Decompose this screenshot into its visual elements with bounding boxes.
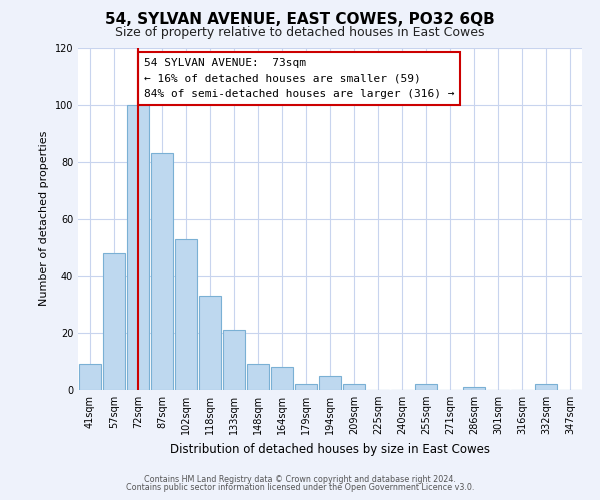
Y-axis label: Number of detached properties: Number of detached properties [39, 131, 49, 306]
Bar [79, 364, 101, 390]
Bar [175, 238, 197, 390]
Bar [127, 104, 149, 390]
Bar [463, 387, 485, 390]
Bar [223, 330, 245, 390]
Bar [415, 384, 437, 390]
Text: Size of property relative to detached houses in East Cowes: Size of property relative to detached ho… [115, 26, 485, 39]
Bar [151, 153, 173, 390]
Bar [103, 253, 125, 390]
Bar [199, 296, 221, 390]
Bar [271, 367, 293, 390]
Bar [343, 384, 365, 390]
Bar [247, 364, 269, 390]
X-axis label: Distribution of detached houses by size in East Cowes: Distribution of detached houses by size … [170, 442, 490, 456]
Text: Contains public sector information licensed under the Open Government Licence v3: Contains public sector information licen… [126, 484, 474, 492]
Text: 54 SYLVAN AVENUE:  73sqm
← 16% of detached houses are smaller (59)
84% of semi-d: 54 SYLVAN AVENUE: 73sqm ← 16% of detache… [143, 58, 454, 99]
Text: 54, SYLVAN AVENUE, EAST COWES, PO32 6QB: 54, SYLVAN AVENUE, EAST COWES, PO32 6QB [105, 12, 495, 28]
Bar [295, 384, 317, 390]
Bar [535, 384, 557, 390]
Bar [319, 376, 341, 390]
Text: Contains HM Land Registry data © Crown copyright and database right 2024.: Contains HM Land Registry data © Crown c… [144, 475, 456, 484]
